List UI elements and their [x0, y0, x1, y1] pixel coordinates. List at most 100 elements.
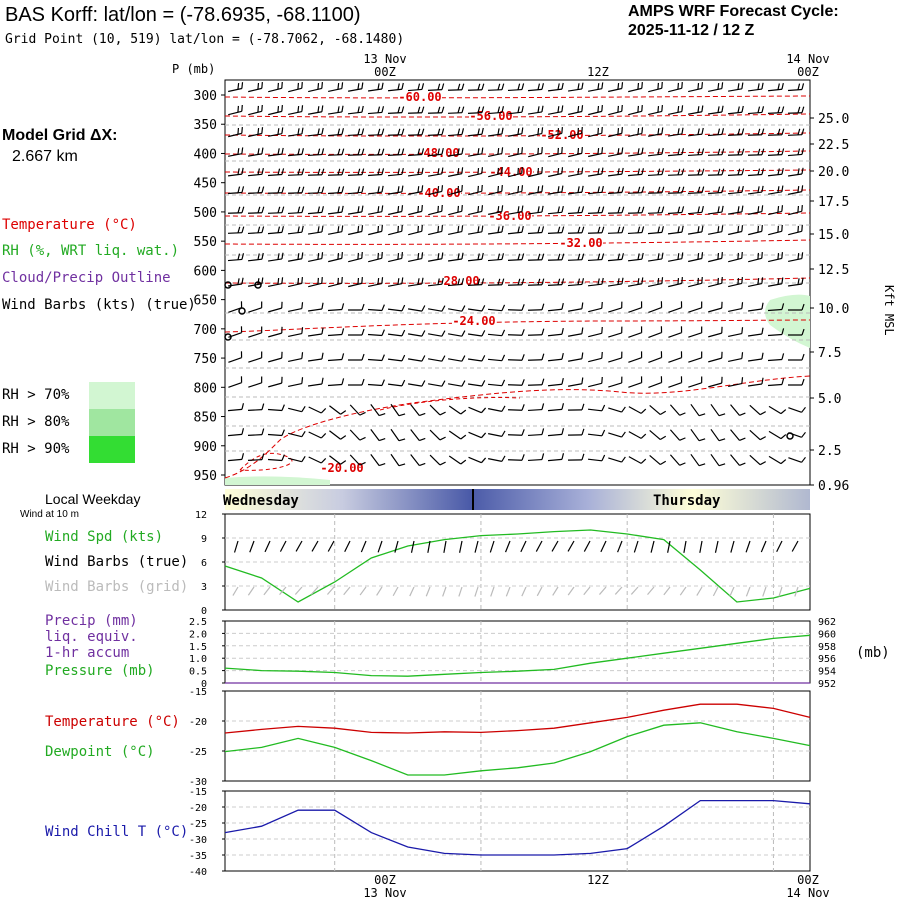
wind-barb	[407, 277, 424, 287]
wind-barb	[467, 355, 486, 362]
wind-barb	[248, 127, 264, 138]
wind-barb-flag	[517, 278, 521, 286]
wind-barb-flag	[337, 168, 341, 176]
wind-barb	[347, 353, 365, 361]
wind-barb-flag	[317, 128, 320, 135]
wind-barb-shaft	[687, 211, 703, 215]
wind-barb	[448, 225, 464, 236]
wind-barb	[367, 304, 385, 312]
wind-barb-flag	[237, 83, 240, 90]
wind-barb	[528, 167, 543, 178]
wind-barb-shaft	[390, 403, 400, 417]
grid-wind-barb	[647, 586, 655, 595]
wind-barb-shaft	[288, 110, 302, 116]
wind-barb-flag	[541, 403, 545, 410]
wind-barb-flag	[737, 83, 740, 90]
wind-barb-flag	[481, 83, 485, 90]
wind-barb-flag	[477, 106, 481, 113]
cycle-title: AMPS WRF Forecast Cycle:	[628, 3, 839, 20]
wind-barb-flag	[377, 168, 381, 175]
wind-barb-shaft	[308, 87, 322, 93]
wind-barb-flag	[317, 82, 320, 90]
wind-barb-shaft	[388, 210, 402, 216]
wind-barb-shaft	[408, 210, 422, 216]
wind-barb-shaft	[607, 232, 623, 234]
wind-barb-shaft	[387, 358, 403, 362]
wind-barb-shaft	[247, 231, 263, 235]
wind-barb	[507, 253, 525, 261]
wind-barb	[527, 83, 545, 92]
wind-barb-shaft	[788, 210, 802, 216]
wind-barb-flag	[761, 168, 765, 175]
wind-barb-flag	[681, 127, 684, 135]
wind-barb-flag	[277, 186, 281, 194]
wind-barb	[307, 127, 324, 137]
wind-barb-flag	[601, 301, 603, 309]
wind-barb	[327, 186, 345, 195]
wind-barb	[608, 406, 626, 413]
wind-barb-flag	[737, 168, 741, 176]
wind-barb-flag	[237, 168, 240, 175]
barb-shaft	[376, 586, 383, 596]
wind-barb-flag	[481, 167, 484, 174]
wind-barb	[767, 106, 785, 114]
wind-barb	[507, 105, 524, 115]
wind-barb-flag	[761, 82, 764, 90]
wind-barb-flag	[381, 329, 385, 336]
wind-barb-flag	[697, 128, 700, 135]
wind-barb-flag	[241, 147, 244, 154]
wind-barb-flag	[717, 148, 721, 156]
wind-barb	[507, 225, 524, 235]
wind-barb	[228, 82, 244, 93]
wind-barb-flag	[581, 428, 585, 436]
wind-barb-flag	[780, 434, 787, 440]
wind-barb-flag	[397, 83, 400, 90]
wind-barb-flag	[577, 106, 580, 113]
wind-barb-shaft	[627, 192, 643, 194]
wind-barb-shaft	[468, 210, 482, 216]
wind-barb-flag	[241, 428, 245, 435]
wind-barb-shaft	[607, 212, 623, 214]
wind-barb	[467, 330, 486, 337]
wind-barb-shaft	[307, 133, 323, 137]
wind-barb-shaft	[308, 456, 322, 464]
wind-barb-shaft	[267, 231, 283, 235]
wind-barb-shaft	[428, 210, 442, 216]
wind-barb-shaft	[447, 358, 463, 362]
wind-barb-shaft	[447, 383, 463, 387]
contour-label: -36.00	[488, 209, 531, 223]
wind-barb-flag	[457, 278, 461, 285]
wind-barb	[608, 326, 623, 338]
wind-barb-flag	[341, 378, 345, 385]
wind-barb-shaft	[287, 153, 303, 157]
kft-tick-label: 20.0	[818, 165, 849, 180]
wind-barb-flag	[461, 167, 464, 174]
wind-barb-shaft	[728, 382, 742, 388]
wind-barb-shaft	[268, 282, 282, 288]
wind-barb	[728, 251, 743, 263]
wind-barb-shaft	[347, 191, 363, 195]
wind-barb-shaft	[767, 358, 783, 362]
wind-barb	[669, 454, 686, 466]
wind-barb	[527, 205, 544, 215]
pressure-tick-label: 550	[194, 235, 217, 250]
wind-barb-shaft	[327, 133, 343, 137]
kft-tick-label: 15.0	[818, 228, 849, 243]
wind-barb-flag	[601, 326, 603, 334]
wind-barb	[308, 105, 324, 115]
wind-barb-flag	[301, 127, 304, 135]
wind-barb-shaft	[468, 456, 482, 464]
wind-barb-shaft	[748, 230, 762, 236]
wind-barb	[329, 430, 347, 440]
wind-barb-shaft	[387, 173, 403, 177]
wind-barb-flag	[657, 105, 660, 113]
wind-barb-flag	[441, 147, 444, 155]
surface-wind-barb	[443, 540, 447, 553]
wind-barb-shaft	[367, 191, 383, 195]
wind-barb-shaft	[747, 134, 763, 136]
wind-barb-flag	[721, 128, 725, 135]
wind-barb	[247, 252, 264, 262]
wind-barb-shaft	[307, 192, 323, 194]
wind-barb	[267, 206, 285, 214]
wind-barb	[508, 166, 523, 178]
